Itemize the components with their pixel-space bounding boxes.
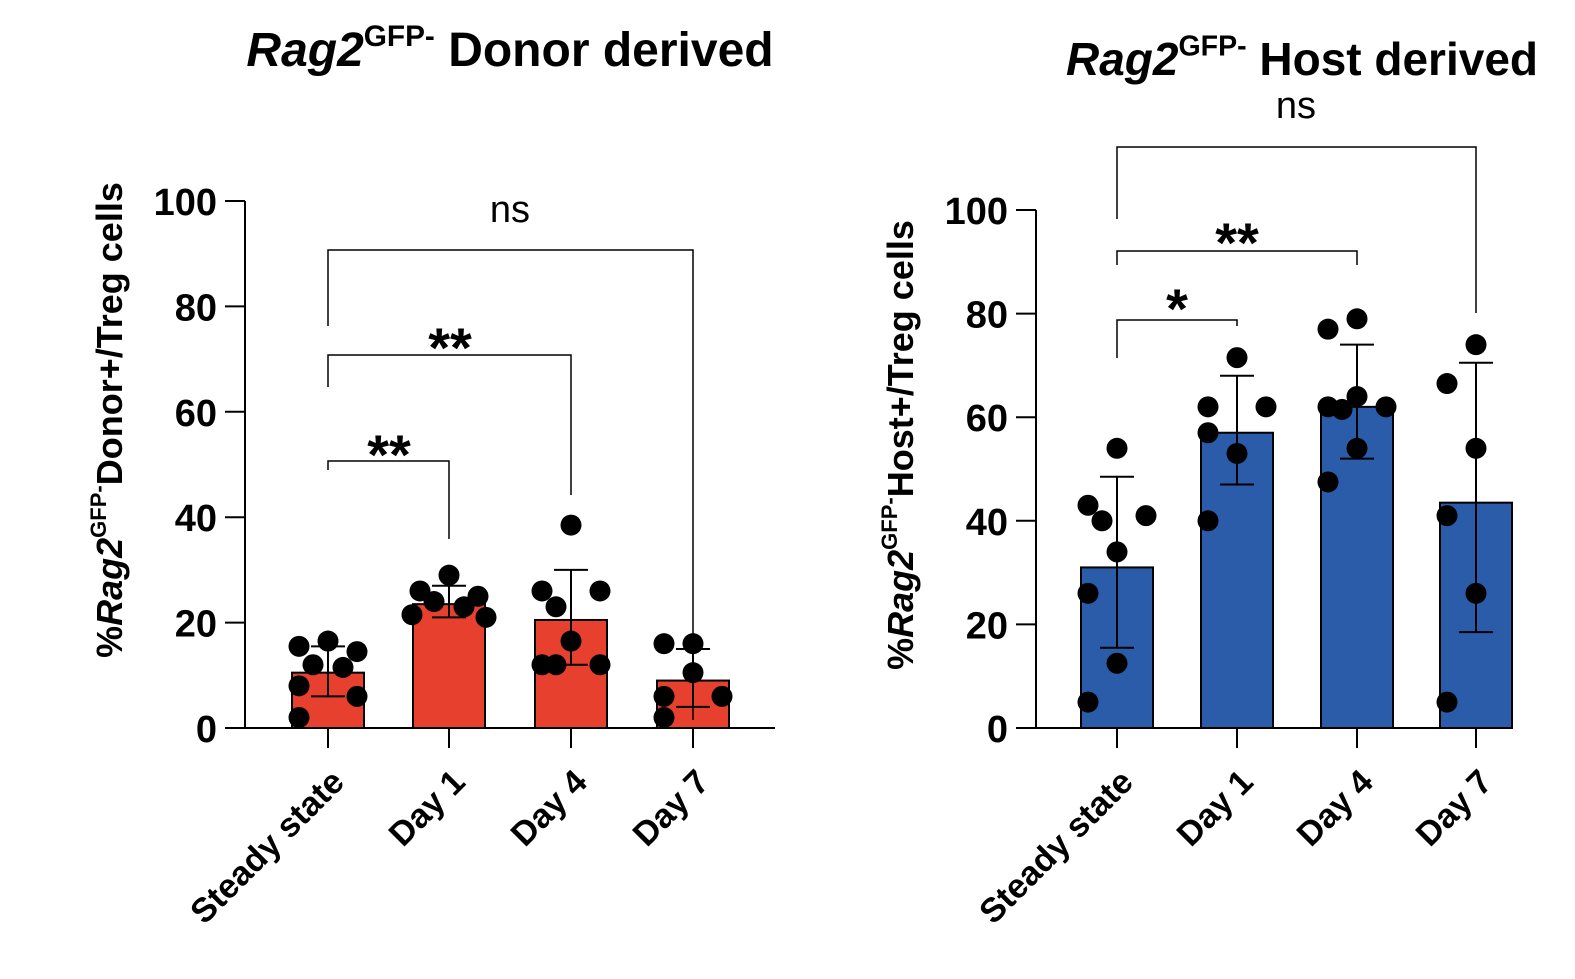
- significance-bracket: [1116, 250, 1358, 265]
- data-point: [545, 654, 567, 676]
- data-point: [560, 514, 582, 536]
- data-point: [1197, 422, 1219, 444]
- data-point: [1226, 347, 1248, 369]
- significance-label: **: [367, 423, 411, 486]
- data-point: [653, 706, 675, 728]
- data-point: [1346, 385, 1368, 407]
- significance-label: ns: [1276, 85, 1316, 127]
- data-point: [1091, 510, 1113, 532]
- y-tick-label: 20: [966, 605, 1008, 647]
- data-point: [1346, 437, 1368, 459]
- data-point: [1077, 494, 1099, 516]
- data-point: [346, 685, 368, 707]
- y-tick-label: 60: [966, 398, 1008, 440]
- data-point: [1436, 691, 1458, 713]
- significance-bracket: [327, 249, 694, 720]
- y-tick-label: 40: [175, 498, 217, 540]
- data-point: [317, 630, 339, 652]
- x-tick-label: Day 4: [1290, 763, 1381, 854]
- bar-3: [1320, 405, 1394, 729]
- significance-label: **: [428, 316, 472, 379]
- data-point: [1465, 437, 1487, 459]
- significance-bracket: [1116, 146, 1477, 313]
- data-point: [1135, 505, 1157, 527]
- chart-title: Rag2GFP- Donor derived: [246, 20, 773, 77]
- data-point: [560, 630, 582, 652]
- significance-bracket: [327, 460, 450, 539]
- y-tick-label: 20: [175, 604, 217, 646]
- y-tick-label: 100: [154, 182, 217, 224]
- x-tick-label: Steady state: [183, 763, 352, 932]
- data-point: [1226, 442, 1248, 464]
- data-point: [302, 654, 324, 676]
- data-point: [1197, 396, 1219, 418]
- data-point: [423, 591, 445, 613]
- data-point: [1077, 691, 1099, 713]
- data-point: [1465, 334, 1487, 356]
- y-tick-label: 0: [196, 709, 217, 751]
- significance-label: *: [1166, 277, 1188, 340]
- chart-panel-1: Rag2GFP- Donor derived %Rag2GFP-Donor+/Tr…: [86, 20, 775, 931]
- significance-label: **: [1215, 211, 1259, 274]
- data-point: [1331, 398, 1353, 420]
- data-point: [1106, 541, 1128, 563]
- data-point: [1317, 471, 1339, 493]
- y-tick-label: 100: [945, 191, 1008, 233]
- data-point: [346, 641, 368, 663]
- y-tick-label: 40: [966, 502, 1008, 544]
- x-tick-label: Day 7: [1409, 763, 1500, 854]
- x-tick-label: Day 7: [626, 763, 717, 854]
- data-point: [1375, 396, 1397, 418]
- data-point: [401, 604, 423, 626]
- data-point: [589, 580, 611, 602]
- data-point: [1255, 396, 1277, 418]
- significance-label: ns: [490, 189, 530, 231]
- data-point: [1317, 318, 1339, 340]
- data-point: [288, 706, 310, 728]
- data-point: [1346, 308, 1368, 330]
- data-point: [453, 596, 475, 618]
- y-axis-label: %Rag2GFP-Donor+/Treg cells: [86, 182, 130, 658]
- data-point: [1106, 652, 1128, 674]
- y-tick-label: 0: [987, 709, 1008, 751]
- significance-bracket: [1116, 319, 1238, 358]
- significance-bracket: [327, 354, 572, 495]
- data-point: [475, 606, 497, 628]
- data-point: [545, 596, 567, 618]
- bar-2: [412, 603, 486, 730]
- data-point: [1465, 582, 1487, 604]
- data-point: [711, 685, 733, 707]
- data-point: [653, 633, 675, 655]
- data-point: [589, 654, 611, 676]
- y-tick-label: 80: [966, 295, 1008, 337]
- y-tick-label: 60: [175, 393, 217, 435]
- x-tick-label: Day 1: [382, 763, 473, 854]
- data-point: [1436, 373, 1458, 395]
- data-point: [332, 656, 354, 678]
- data-point: [531, 580, 553, 602]
- y-axis-label: %Rag2GFP-Host+/Treg cells: [877, 220, 921, 670]
- data-point: [1436, 505, 1458, 527]
- x-tick-label: Day 4: [504, 763, 595, 854]
- data-point: [288, 635, 310, 657]
- y-tick-label: 80: [175, 287, 217, 329]
- data-point: [1197, 510, 1219, 532]
- data-point: [1077, 582, 1099, 604]
- data-point: [1106, 437, 1128, 459]
- x-tick-label: Day 1: [1170, 763, 1261, 854]
- chart-panel-2: Rag2GFP- Host derived %Rag2GFP-Host+/Treg…: [877, 31, 1538, 932]
- x-tick-label: Steady state: [972, 763, 1141, 932]
- data-point: [288, 675, 310, 697]
- data-point: [438, 564, 460, 586]
- chart-title: Rag2GFP- Host derived: [1066, 31, 1538, 85]
- data-point: [653, 685, 675, 707]
